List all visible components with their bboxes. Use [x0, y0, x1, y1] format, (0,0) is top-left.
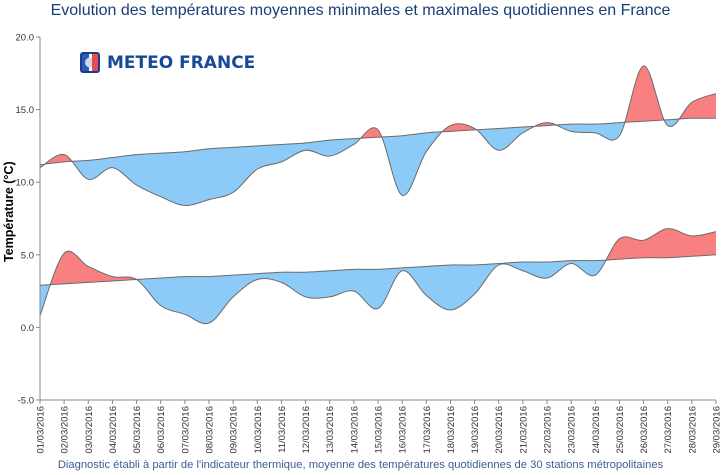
meteo-france-logo-icon: [80, 52, 100, 73]
x-tick-label: 17/03/2016: [422, 406, 433, 454]
x-tick-label: 10/03/2016: [253, 406, 264, 454]
x-tick-label: 04/03/2016: [108, 406, 119, 454]
x-tick-label: 20/03/2016: [494, 406, 505, 454]
tmax-normal-line: [40, 117, 716, 166]
x-tick-label: 15/03/2016: [374, 406, 385, 454]
x-tick-label: 13/03/2016: [325, 406, 336, 454]
x-tick-label: 02/03/2016: [60, 406, 71, 454]
y-tick-label: -5.0: [18, 396, 34, 407]
x-tick-label: 25/03/2016: [615, 406, 626, 454]
meteo-france-logo-text: METEO FRANCE: [107, 52, 256, 73]
x-tick-label: 05/03/2016: [132, 406, 143, 454]
tmax-above-normal-area: [40, 66, 716, 165]
x-tick-label: 24/03/2016: [591, 406, 602, 454]
tmin-observed-line: [40, 228, 716, 325]
x-tick-label: 12/03/2016: [301, 406, 312, 454]
x-tick-label: 28/03/2016: [687, 406, 698, 454]
x-tick-label: 19/03/2016: [470, 406, 481, 454]
x-tick-label: 18/03/2016: [446, 406, 457, 454]
x-tick-label: 22/03/2016: [543, 406, 554, 454]
x-tick-label: 07/03/2016: [180, 406, 191, 454]
x-tick-label: 09/03/2016: [229, 406, 240, 454]
x-tick-label: 14/03/2016: [349, 406, 360, 454]
chart-footer-note: Diagnostic établi à partir de l'indicate…: [57, 459, 664, 471]
y-tick-label: 5.0: [21, 250, 34, 261]
meteo-france-logo: METEO FRANCE: [80, 51, 255, 74]
y-tick-label: 10.0: [16, 178, 35, 189]
tmin-below-normal-area: [40, 254, 716, 324]
y-tick-label: 20.0: [16, 33, 35, 44]
x-tick-label: 29/03/2016: [712, 406, 721, 454]
chart-title: Evolution des températures moyennes mini…: [50, 2, 671, 19]
tmax-observed-line: [40, 65, 716, 206]
x-tick-label: 01/03/2016: [36, 406, 47, 454]
y-tick-label: 15.0: [16, 105, 35, 116]
tmin-normal-line: [40, 254, 716, 286]
x-tick-label: 27/03/2016: [663, 406, 674, 454]
x-tick-label: 06/03/2016: [156, 406, 167, 454]
x-tick-label: 21/03/2016: [518, 406, 529, 454]
x-tick-label: 23/03/2016: [567, 406, 578, 454]
x-tick-label: 16/03/2016: [398, 406, 409, 454]
x-tick-label: 11/03/2016: [277, 406, 288, 453]
x-tick-label: 08/03/2016: [205, 406, 216, 454]
y-tick-label: 0.0: [21, 323, 34, 334]
x-tick-label: 03/03/2016: [84, 406, 95, 454]
x-tick-label: 26/03/2016: [639, 406, 650, 454]
